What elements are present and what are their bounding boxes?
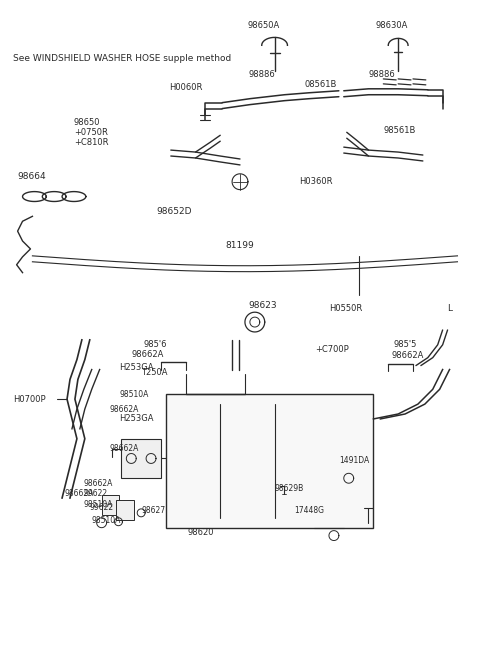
Text: 81199: 81199 bbox=[225, 242, 254, 250]
Bar bbox=[117, 500, 134, 520]
Text: +C810R: +C810R bbox=[74, 138, 108, 147]
Text: 1491DA: 1491DA bbox=[339, 456, 369, 465]
Text: 99622: 99622 bbox=[90, 503, 114, 512]
Text: 98662A: 98662A bbox=[131, 350, 164, 359]
Text: 985'5: 985'5 bbox=[393, 340, 417, 350]
Text: 08561B: 08561B bbox=[304, 80, 336, 89]
Text: H0060R: H0060R bbox=[169, 83, 202, 93]
Text: 98662A: 98662A bbox=[109, 444, 139, 453]
Text: 98650A: 98650A bbox=[248, 21, 280, 30]
Text: 98886: 98886 bbox=[369, 70, 395, 79]
Text: 98510A: 98510A bbox=[120, 390, 149, 399]
Text: 98623: 98623 bbox=[248, 301, 276, 309]
Text: H0550R: H0550R bbox=[329, 304, 362, 313]
Text: 98510A: 98510A bbox=[92, 516, 121, 525]
Text: 98664: 98664 bbox=[18, 172, 46, 181]
Text: 98652D: 98652D bbox=[156, 207, 192, 216]
Text: 99622: 99622 bbox=[84, 489, 108, 497]
Text: 98662A: 98662A bbox=[109, 405, 139, 413]
Text: H0700P: H0700P bbox=[12, 395, 45, 403]
Text: T250A: T250A bbox=[141, 368, 168, 377]
Text: 98561B: 98561B bbox=[384, 126, 416, 135]
Text: 98650: 98650 bbox=[74, 118, 100, 127]
Text: H0360R: H0360R bbox=[300, 177, 333, 186]
Text: 98886: 98886 bbox=[249, 70, 276, 79]
Text: 98630A: 98630A bbox=[375, 21, 408, 30]
Text: 98662A: 98662A bbox=[64, 489, 94, 497]
Bar bbox=[166, 394, 373, 528]
Text: See WINDSHIELD WASHER HOSE supple method: See WINDSHIELD WASHER HOSE supple method bbox=[12, 54, 231, 62]
Text: L: L bbox=[447, 304, 453, 313]
Bar bbox=[121, 439, 161, 478]
Text: 98662A: 98662A bbox=[84, 479, 113, 487]
Text: 98620: 98620 bbox=[187, 528, 214, 537]
Text: H253GA: H253GA bbox=[120, 363, 154, 372]
Bar bbox=[102, 495, 120, 515]
Text: +C700P: +C700P bbox=[315, 345, 349, 354]
Text: 98627: 98627 bbox=[141, 507, 165, 515]
Text: 98629B: 98629B bbox=[275, 484, 304, 493]
Text: 985'6: 985'6 bbox=[143, 340, 167, 350]
Text: 98510A: 98510A bbox=[84, 501, 113, 509]
Text: 17448G: 17448G bbox=[294, 507, 324, 515]
Text: 98662A: 98662A bbox=[391, 351, 424, 360]
Text: H253GA: H253GA bbox=[120, 415, 154, 424]
Text: +0750R: +0750R bbox=[74, 128, 108, 137]
